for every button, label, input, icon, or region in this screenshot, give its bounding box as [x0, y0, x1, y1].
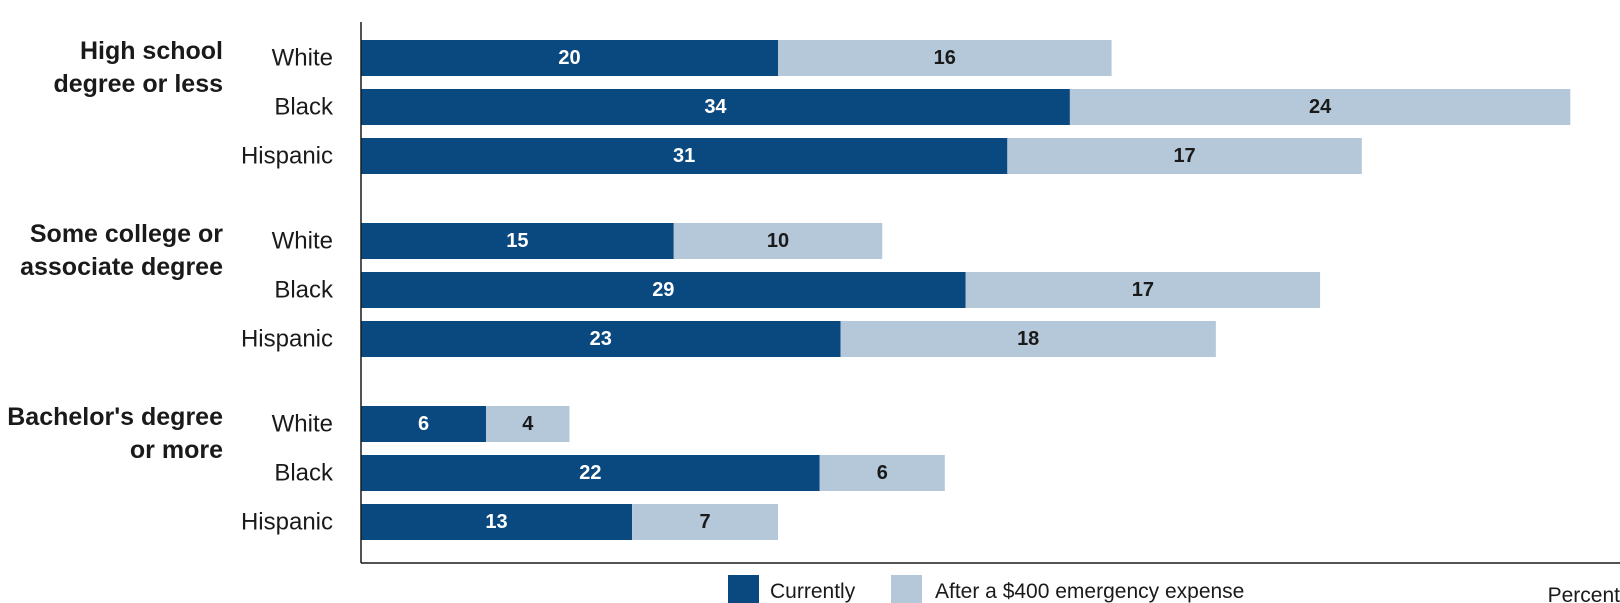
- bar-segment: [819, 455, 945, 491]
- row-label: Hispanic: [241, 509, 333, 536]
- bar-value-label: 23: [590, 328, 612, 350]
- bar-value-label: 6: [418, 413, 429, 435]
- group-label: Some college or associate degree: [20, 220, 223, 281]
- bar-segment: [632, 504, 778, 540]
- legend-label: Currently: [770, 580, 856, 603]
- row-labels: White Black Hispanic White Black Hispanic Whit…: [241, 45, 334, 536]
- bar-segment: [673, 223, 883, 259]
- legend-swatch: [891, 575, 922, 603]
- bar-value-label: 16: [934, 47, 956, 69]
- bar-value-label: 17: [1132, 279, 1154, 301]
- bar-value-label: 6: [877, 462, 888, 484]
- group-label-line: High school: [80, 37, 223, 65]
- row-label: White: [272, 45, 333, 72]
- bar-value-label: 13: [485, 511, 507, 533]
- bar-value-label: 18: [1017, 328, 1039, 350]
- bar-segment: [486, 406, 570, 442]
- bar-segment: [1069, 89, 1571, 125]
- legend-swatch: [728, 575, 759, 603]
- bar-segment: [361, 89, 1070, 125]
- bars: 20 16 34 24 31 17 15 10 29 17 23 18 6 4 22 6 13 7: [361, 40, 1571, 540]
- group-label-line: associate degree: [20, 253, 223, 281]
- bar-value-label: 10: [767, 230, 789, 252]
- legend: Currently After a $400 emergency expense: [728, 575, 1244, 603]
- bar-value-label: 7: [699, 511, 710, 533]
- row-label: Black: [274, 277, 334, 304]
- bar-segment: [361, 40, 778, 76]
- bar-value-label: 15: [506, 230, 528, 252]
- bar-value-label: 24: [1309, 96, 1332, 118]
- bar-segment: [1007, 138, 1362, 174]
- group-label-line: Bachelor's degree: [7, 403, 223, 431]
- row-label: White: [272, 411, 333, 438]
- x-axis-unit-label: Percent: [1548, 584, 1620, 603]
- row-label: Black: [274, 460, 334, 487]
- bar-segment: [361, 272, 966, 308]
- bar-value-label: 17: [1173, 145, 1195, 167]
- bar-value-label: 20: [558, 47, 580, 69]
- bar-segment: [778, 40, 1112, 76]
- bar-value-label: 29: [652, 279, 674, 301]
- bar-segment: [361, 138, 1008, 174]
- group-labels: High school degree or less Some college or…: [7, 37, 223, 464]
- group-label-line: degree or less: [53, 70, 223, 98]
- group-label-line: Some college or: [30, 220, 223, 248]
- bar-value-label: 4: [522, 413, 534, 435]
- bar-segment: [361, 321, 841, 357]
- row-label: Hispanic: [241, 326, 333, 353]
- row-label: Black: [274, 94, 334, 121]
- bar-value-label: 22: [579, 462, 601, 484]
- group-label-line: or more: [130, 436, 223, 464]
- bar-segment: [840, 321, 1216, 357]
- bar-segment: [361, 223, 674, 259]
- group-label: Bachelor's degree or more: [7, 403, 223, 464]
- bar-segment: [361, 455, 820, 491]
- bar-value-label: 34: [704, 96, 727, 118]
- bar-segment: [965, 272, 1321, 308]
- bar-segment: [361, 504, 633, 540]
- bar-segment: [361, 406, 487, 442]
- legend-label: After a $400 emergency expense: [935, 580, 1244, 603]
- row-label: Hispanic: [241, 143, 333, 170]
- row-label: White: [272, 228, 333, 255]
- group-label: High school degree or less: [53, 37, 223, 98]
- bar-value-label: 31: [673, 145, 695, 167]
